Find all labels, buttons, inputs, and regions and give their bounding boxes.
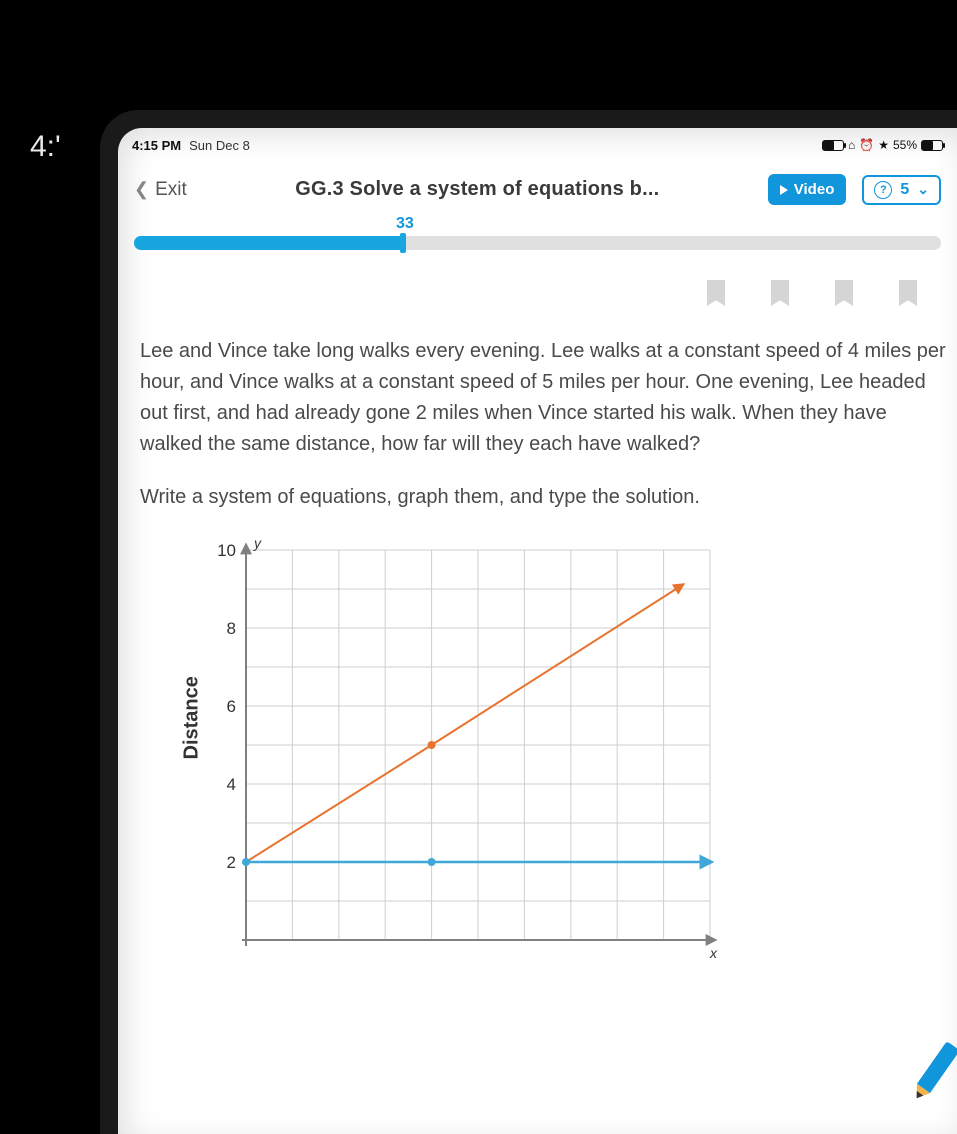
pencil-tool-icon[interactable] [910,1041,957,1103]
status-right: ⌂ ⏰ ★ 55% [822,138,943,152]
progress-knob [400,233,406,253]
bookmark-icon[interactable] [771,280,789,306]
problem-content: Lee and Vince take long walks every even… [118,306,957,962]
problem-text: Lee and Vince take long walks every even… [140,336,947,460]
play-icon [780,185,788,195]
battery-pill-icon [822,140,844,151]
progress-track[interactable] [134,236,941,250]
status-bar: 4:15 PM Sun Dec 8 ⌂ ⏰ ★ 55% [118,128,957,156]
app-header: ❮ Exit GG.3 Solve a system of equations … [118,156,957,215]
instruction-text: Write a system of equations, graph them,… [140,482,947,512]
progress-fill [134,236,400,250]
alarm-icon: ⏰ [859,138,874,152]
bookmark-icon[interactable] [899,280,917,306]
battery-outline-icon [921,140,943,151]
chart-zone: Distance 2 4 6 8 10 y x [140,532,947,962]
svg-text:4: 4 [227,775,236,794]
exit-label: Exit [155,179,187,201]
chevron-left-icon: ❮ [134,179,149,200]
handwritten-annotation: 4:' [30,130,61,164]
tablet-bezel: 4:15 PM Sun Dec 8 ⌂ ⏰ ★ 55% ❮ Exit GG.3 … [100,110,957,1134]
page-title: GG.3 Solve a system of equations b... [195,178,760,201]
star-icon: ★ [878,138,889,152]
battery-percent: 55% [893,138,917,152]
hint-count: 5 [900,181,909,199]
svg-text:6: 6 [227,697,236,716]
question-icon: ? [874,181,892,199]
status-time: 4:15 PM [132,138,181,153]
video-button[interactable]: Video [768,174,847,205]
progress-score: 33 [396,215,941,233]
chart-canvas[interactable]: 2 4 6 8 10 y x [200,532,720,962]
exit-button[interactable]: ❮ Exit [134,179,187,201]
wifi-icon: ⌂ [848,138,855,152]
tablet-screen: 4:15 PM Sun Dec 8 ⌂ ⏰ ★ 55% ❮ Exit GG.3 … [118,128,957,1134]
hint-box[interactable]: ? 5 ⌄ [862,175,941,205]
status-date: Sun Dec 8 [189,138,250,153]
svg-text:10: 10 [217,541,236,560]
bookmark-icon[interactable] [707,280,725,306]
chevron-down-icon: ⌄ [917,181,929,198]
svg-text:x: x [709,945,718,961]
y-axis-label: Distance [181,735,204,759]
svg-text:8: 8 [227,619,236,638]
bookmark-icon[interactable] [835,280,853,306]
svg-text:2: 2 [227,853,236,872]
progress-section: 33 [118,215,957,250]
bookmark-row [118,250,957,306]
video-label: Video [794,181,835,198]
svg-text:y: y [253,535,262,551]
